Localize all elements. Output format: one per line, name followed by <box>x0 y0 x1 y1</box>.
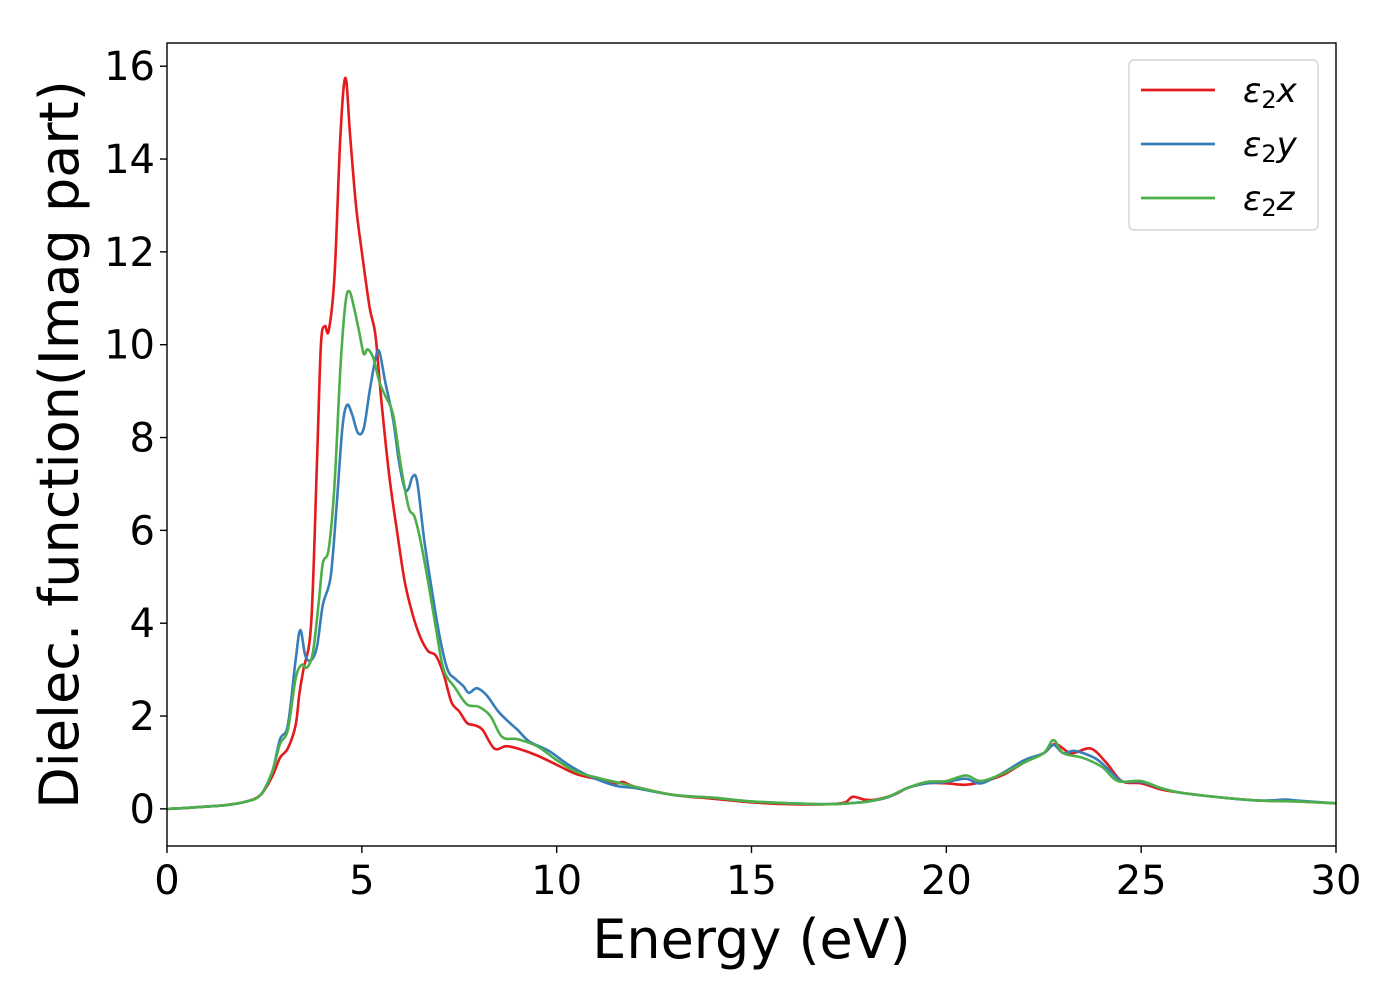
x-tick-label: 10 <box>531 858 582 904</box>
x-ticks: 0 5 10 15 20 25 30 <box>154 846 1361 904</box>
x-tick-label: 0 <box>154 858 179 904</box>
series-line-z <box>166 289 1337 811</box>
legend-label: ε2x <box>1243 71 1298 114</box>
y-tick-label: 6 <box>130 508 155 554</box>
y-tick-label: 14 <box>104 137 155 183</box>
x-tick-label: 25 <box>1116 858 1167 904</box>
y-axis-label: Dielec. function(Imag part) <box>28 80 91 809</box>
series-layer <box>166 76 1337 811</box>
y-tick-label: 10 <box>104 323 155 369</box>
series-line-y <box>166 348 1337 811</box>
y-tick-label: 12 <box>104 230 155 276</box>
x-tick-label: 5 <box>349 858 374 904</box>
y-tick-label: 8 <box>130 416 155 462</box>
y-tick-label: 2 <box>130 694 155 740</box>
legend-label: ε2y <box>1243 125 1298 168</box>
legend-box <box>1128 59 1319 231</box>
legend-label: ε2z <box>1243 179 1296 222</box>
y-tick-label: 16 <box>104 44 155 90</box>
x-tick-label: 15 <box>726 858 777 904</box>
x-tick-label: 30 <box>1311 858 1362 904</box>
legend: ε2x ε2y ε2z <box>1128 59 1319 231</box>
x-axis-label: Energy (eV) <box>592 908 911 971</box>
y-tick-label: 4 <box>130 601 155 647</box>
y-ticks: 0 2 4 6 8 10 12 14 16 <box>104 44 167 833</box>
x-tick-label: 20 <box>921 858 972 904</box>
y-tick-label: 0 <box>130 787 155 833</box>
